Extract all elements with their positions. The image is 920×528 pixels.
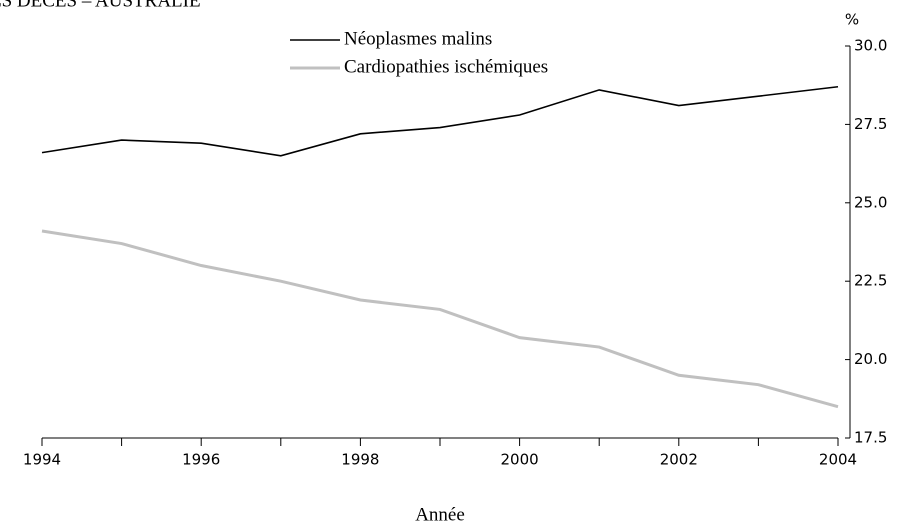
y-tick-label: 30.0 [854, 37, 887, 55]
x-tick-label: 1994 [23, 451, 61, 469]
y-tick-label: 20.0 [854, 350, 887, 368]
y-unit: % [845, 11, 859, 29]
chart-title: ES DÉCÈS – AUSTRALIE [0, 0, 201, 11]
x-tick-label: 2002 [660, 451, 698, 469]
series-line [41, 229, 839, 409]
y-tick-label: 17.5 [854, 429, 887, 447]
series-line [41, 85, 839, 157]
x-axis-label: Année [415, 504, 465, 525]
legend-label: Néoplasmes malins [344, 28, 492, 49]
y-tick-label: 25.0 [854, 193, 887, 211]
x-tick-label: 2004 [819, 451, 857, 469]
y-tick-label: 27.5 [854, 115, 887, 133]
y-tick-label: 22.5 [854, 272, 887, 290]
x-tick-label: 1996 [182, 451, 220, 469]
legend-label: Cardiopathies ischémiques [344, 56, 548, 77]
x-tick-label: 1998 [341, 451, 379, 469]
x-tick-label: 2000 [501, 451, 539, 469]
